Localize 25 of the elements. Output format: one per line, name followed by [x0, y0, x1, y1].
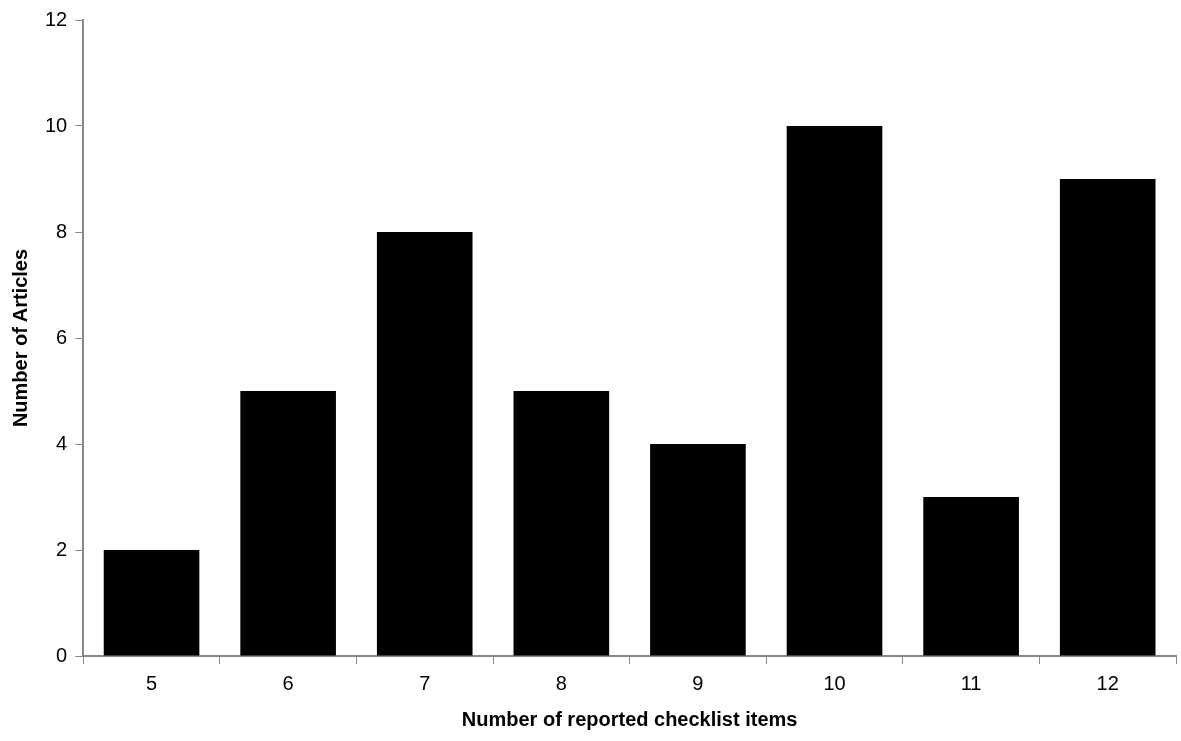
y-tick-label: 6 [56, 325, 68, 348]
bar [240, 391, 336, 656]
x-tick-label: 6 [282, 671, 294, 694]
x-tick-label: 9 [692, 671, 704, 694]
x-axis-title: Number of reported checklist items [461, 707, 798, 730]
bar [923, 497, 1019, 656]
bar [513, 391, 610, 656]
bar [103, 550, 200, 656]
x-tick-label: 7 [419, 671, 431, 694]
y-tick-label: 10 [45, 113, 68, 136]
bar [1059, 179, 1156, 656]
y-tick-label: 2 [56, 537, 68, 560]
x-tick-label: 12 [1096, 671, 1119, 694]
y-tick-label: 0 [56, 643, 68, 666]
x-tick-label: 11 [960, 671, 982, 694]
bar [786, 126, 883, 656]
bar [650, 444, 746, 656]
y-tick-label: 4 [56, 431, 68, 454]
x-tick-label: 8 [555, 671, 567, 694]
y-axis-title: Number of Articles [8, 248, 31, 428]
y-tick-label: 8 [56, 219, 68, 242]
x-tick-label: 10 [823, 671, 846, 694]
bar [376, 232, 473, 656]
y-tick-label: 12 [45, 7, 68, 30]
x-tick-label: 5 [145, 671, 158, 694]
